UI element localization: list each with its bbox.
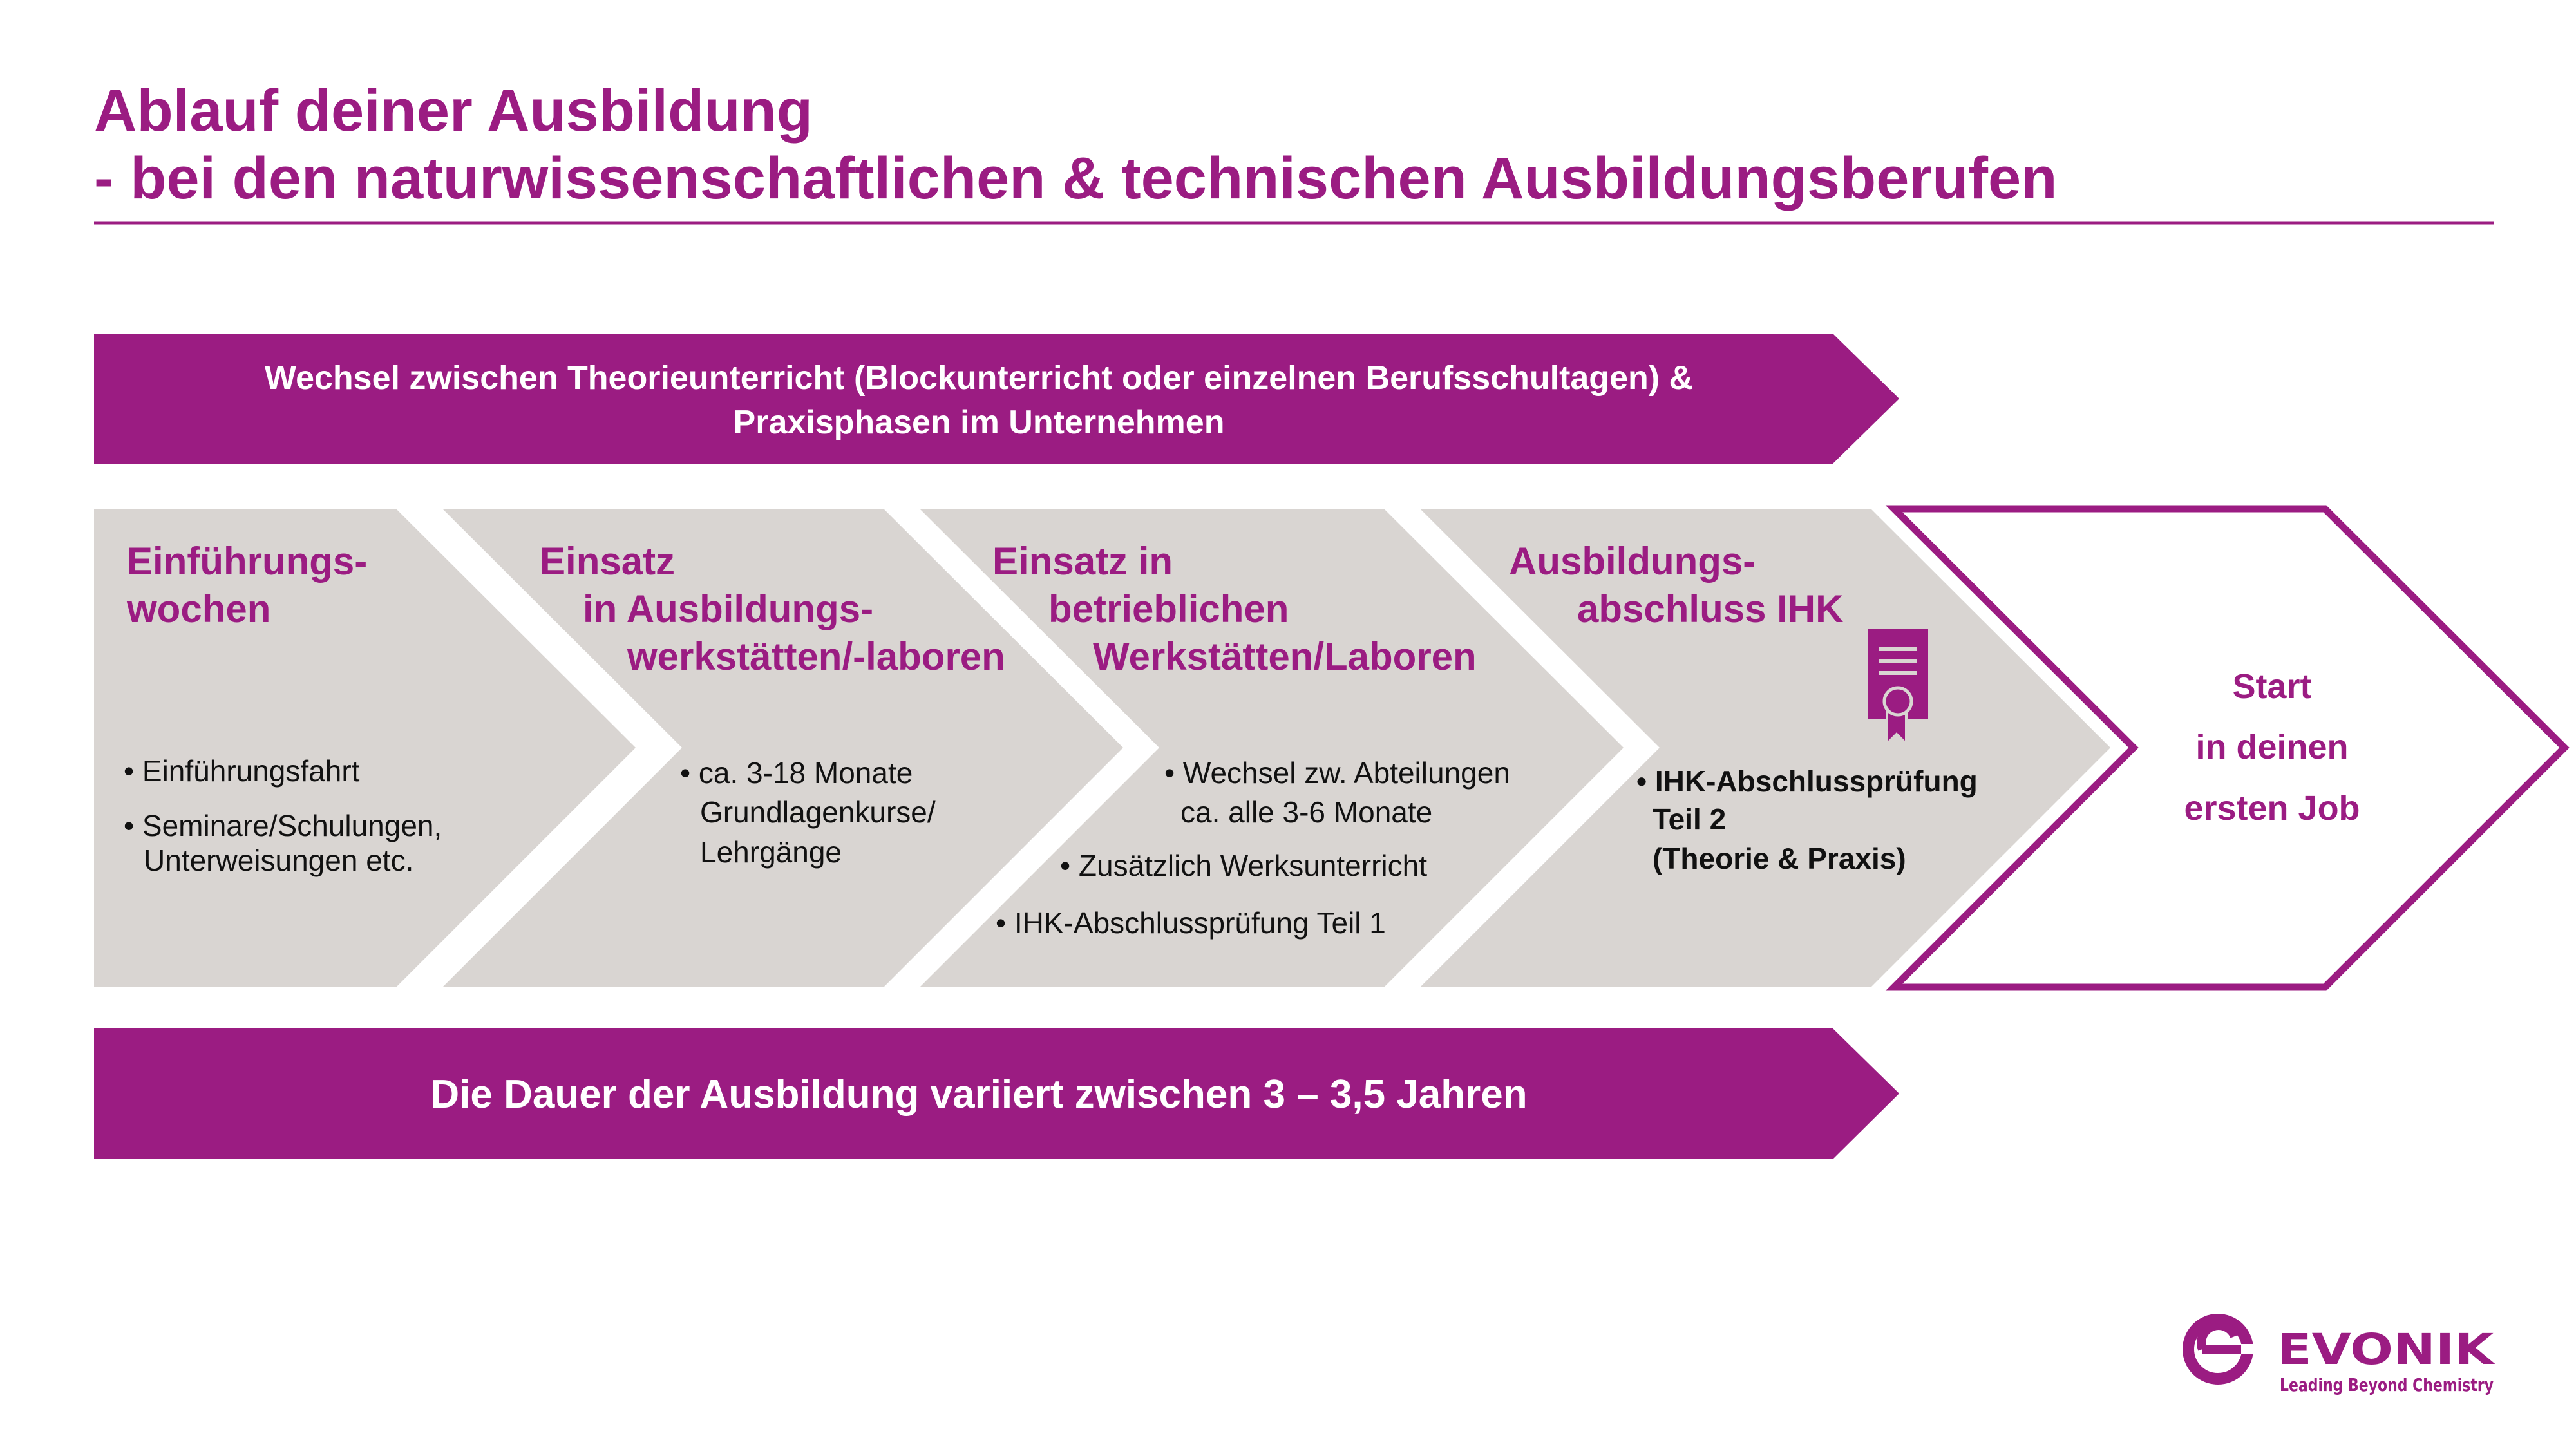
phase-2-chevron <box>442 509 1123 987</box>
phase-1-bullet: Unterweisungen etc. <box>144 844 414 877</box>
phase-4-heading: Ausbildungs- <box>1509 540 1756 583</box>
phase-3-heading: Werkstätten/Laboren <box>1093 635 1477 678</box>
phase-3-heading: Einsatz in <box>992 540 1173 583</box>
bottom-banner-arrow <box>94 1028 1899 1159</box>
phase-5-heading: Start <box>2232 667 2312 706</box>
phase-5-chevron <box>1885 505 2570 991</box>
phase-1-heading: Einführungs- <box>127 540 368 583</box>
phase-5-heading: in deinen <box>2195 728 2349 766</box>
phase-1-bullet: • Einführungsfahrt <box>124 754 360 788</box>
phase-2-bullet: Grundlagenkurse/ <box>700 795 936 829</box>
phase-1-heading: wochen <box>127 587 271 630</box>
phase-3-heading: betrieblichen <box>1048 587 1289 630</box>
phase-4-bullet: Teil 2 <box>1653 802 1727 836</box>
page-title-line-2: - bei den naturwissenschaftlichen & tech… <box>94 146 2058 211</box>
phase-4-heading: abschluss IHK <box>1577 587 1844 630</box>
top-banner-line-2: Praxisphasen im Unternehmen <box>733 404 1225 441</box>
phase-2-bullet: • ca. 3-18 Monate <box>680 756 913 790</box>
bottom-banner-text: Die Dauer der Ausbildung variiert zwisch… <box>430 1072 1528 1117</box>
top-banner-line-1: Wechsel zwischen Theorieunterricht (Bloc… <box>264 359 1694 397</box>
phase-3-bullet: ca. alle 3-6 Monate <box>1180 795 1433 829</box>
phase-3-bullet: • Zusätzlich Werksunterricht <box>1060 849 1427 882</box>
phase-3-bullet: • IHK-Abschlussprüfung Teil 1 <box>996 906 1386 940</box>
phase-1-bullet: • Seminare/Schulungen, <box>124 809 442 842</box>
phase-2-bullet: Lehrgänge <box>700 835 842 869</box>
phase-4-bullet: (Theorie & Praxis) <box>1653 842 1906 875</box>
logo-tagline: Leading Beyond Chemistry <box>2280 1374 2494 1396</box>
phase-3-chevron <box>920 509 1624 987</box>
phase-2-heading: Einsatz <box>540 540 676 583</box>
top-banner-arrow <box>94 334 1899 464</box>
evonik-logo: EVONIK Leading Beyond Chemistry <box>2183 1314 2496 1396</box>
phase-2-heading: in Ausbildungs- <box>583 587 874 630</box>
phase-3-bullet: • Wechsel zw. Abteilungen <box>1164 756 1510 790</box>
certificate-icon <box>1868 629 1928 747</box>
phase-4-chevron <box>1420 509 2110 987</box>
phase-1-chevron <box>94 509 636 987</box>
phase-4-bullet: • IHK-Abschlussprüfung <box>1636 764 1978 798</box>
phase-5-heading: ersten Job <box>2184 789 2360 828</box>
phase-2-heading: werkstätten/-laboren <box>627 635 1005 678</box>
logo-wordmark: EVONIK <box>2277 1325 2496 1374</box>
page-title-line-1: Ablauf deiner Ausbildung <box>94 78 813 144</box>
